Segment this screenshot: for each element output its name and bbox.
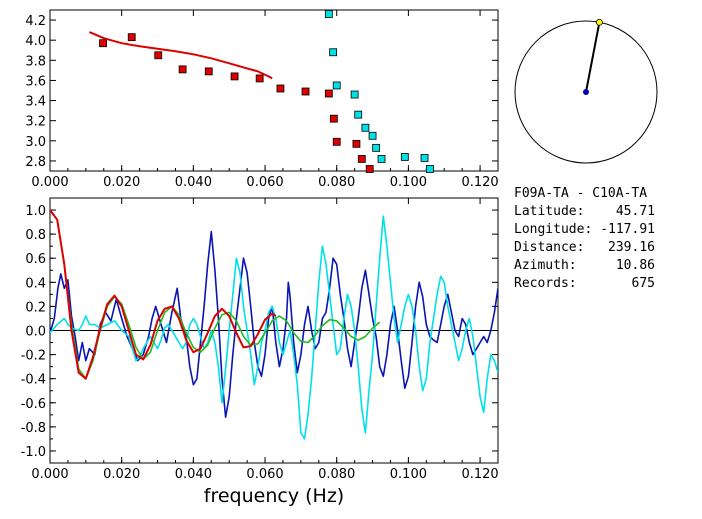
latitude-value: 45.71 <box>616 204 655 219</box>
coherency-x-tick-label: 0.040 <box>175 467 212 482</box>
dispersion-point-cyan <box>400 153 409 161</box>
coherency-x-tick-label: 0.060 <box>246 467 283 482</box>
dispersion-point-red <box>365 165 374 173</box>
coherency-y-tick-label: -0.8 <box>21 421 46 436</box>
dispersion-point-red <box>329 114 338 123</box>
coherency-series-red <box>50 209 277 380</box>
dispersion-point-red <box>332 137 341 146</box>
station-pair: F09A-TA - C10A-TA <box>514 186 647 201</box>
compass-tip-dot <box>595 18 603 26</box>
dispersion-point-cyan <box>354 110 363 119</box>
azimuth-label: Azimuth: <box>514 258 577 273</box>
station-info: F09A-TA - C10A-TA Latitude: 45.71 Longit… <box>514 186 655 291</box>
dispersion-point-red <box>324 89 333 98</box>
coherency-y-tick-label: 0.6 <box>25 252 46 267</box>
dispersion-point-cyan <box>426 165 434 173</box>
dispersion-marks <box>89 10 434 173</box>
dispersion-point-red <box>276 84 285 93</box>
dispersion-point-red <box>357 155 366 163</box>
coherency-marks <box>50 209 498 440</box>
longitude-value: -117.91 <box>600 222 655 237</box>
coherency-x-tick-label: 0.100 <box>390 467 427 482</box>
dispersion-point-red <box>178 65 187 74</box>
compass-circle <box>514 20 658 164</box>
coherency-x-tick-label: 0.080 <box>318 467 355 482</box>
coherency-y-tick-label: 0.8 <box>25 228 46 243</box>
coherency-y-tick-label: 0.0 <box>25 325 46 340</box>
dispersion-frame <box>49 9 499 172</box>
dispersion-point-cyan <box>332 81 341 90</box>
dispersion-point-cyan <box>372 143 381 152</box>
azimuth-value: 10.86 <box>616 258 655 273</box>
dispersion-point-red <box>204 67 213 76</box>
coherency-y-tick-label: -0.2 <box>21 349 46 364</box>
dispersion-point-red <box>255 74 264 83</box>
coherency-axes: 0.000 0.020 0.040 0.060 0.080 0.100 0.120 1.0 0.… <box>21 198 499 482</box>
dispersion-point-cyan <box>377 155 386 163</box>
dispersion-point-red <box>352 139 361 148</box>
x-axis-label: frequency (Hz) <box>204 485 344 507</box>
coherency-y-tick-label: 1.0 <box>25 204 46 219</box>
dispersion-x-tick-label: 0.000 <box>31 175 68 190</box>
coherency-y-tick-label: -0.4 <box>21 373 46 388</box>
dispersion-point-cyan <box>361 123 370 132</box>
coherency-panel: 0.000 0.020 0.040 0.060 0.080 0.100 0.120 1.0 0.… <box>21 197 499 507</box>
records-value: 675 <box>632 276 655 291</box>
dispersion-x-tick-label: 0.020 <box>103 175 140 190</box>
dispersion-x-tick-label: 0.080 <box>318 175 355 190</box>
dispersion-y-tick-label: 3.2 <box>25 115 46 130</box>
dispersion-x-tick-label: 0.120 <box>461 175 498 190</box>
dispersion-y-tick-label: 3.6 <box>25 74 46 89</box>
dispersion-point-red <box>301 87 310 96</box>
dispersion-point-red <box>154 51 163 60</box>
coherency-y-tick-label: 0.2 <box>25 300 46 315</box>
coherency-x-tick-label: 0.020 <box>103 467 140 482</box>
coherency-x-tick-label: 0.120 <box>461 467 498 482</box>
dispersion-point-red <box>230 72 239 81</box>
dispersion-point-cyan <box>324 10 333 18</box>
dispersion-point-cyan <box>329 48 338 57</box>
coherency-y-tick-label: 0.4 <box>25 276 46 291</box>
dispersion-x-tick-label: 0.060 <box>246 175 283 190</box>
dispersion-axes: 0.000 0.020 0.040 0.060 0.080 0.100 0.120 4.2 4.… <box>25 10 499 190</box>
dispersion-point-red <box>127 33 136 42</box>
coherency-x-tick-label: 0.000 <box>31 467 68 482</box>
latitude-label: Latitude: <box>514 204 584 219</box>
distance-value: 239.16 <box>608 240 655 255</box>
compass-center-dot <box>583 89 589 95</box>
dispersion-panel: 0.000 0.020 0.040 0.060 0.080 0.100 0.120 4.2 4.… <box>25 9 499 190</box>
records-label: Records: <box>514 276 577 291</box>
compass-needle <box>585 22 601 93</box>
dispersion-point-cyan <box>420 154 429 162</box>
dispersion-y-tick-label: 3.0 <box>25 135 46 150</box>
dispersion-y-tick-label: 4.0 <box>25 34 46 49</box>
distance-label: Distance: <box>514 240 584 255</box>
dispersion-y-tick-label: 2.8 <box>25 155 46 170</box>
dispersion-y-tick-label: 4.2 <box>25 14 46 29</box>
dispersion-y-tick-label: 3.8 <box>25 54 46 69</box>
dispersion-x-tick-label: 0.100 <box>390 175 427 190</box>
dispersion-point-cyan <box>368 131 377 140</box>
longitude-label: Longitude: <box>514 222 592 237</box>
coherency-y-tick-label: -1.0 <box>21 445 46 460</box>
dispersion-point-cyan <box>350 90 359 99</box>
coherency-series-blue <box>50 230 498 418</box>
dispersion-fit-line <box>89 31 273 80</box>
dispersion-x-tick-label: 0.040 <box>175 175 212 190</box>
dispersion-y-tick-label: 3.4 <box>25 95 46 110</box>
coherency-y-tick-label: -0.6 <box>21 397 46 412</box>
azimuth-compass <box>514 18 658 164</box>
dispersion-point-red <box>99 39 107 48</box>
